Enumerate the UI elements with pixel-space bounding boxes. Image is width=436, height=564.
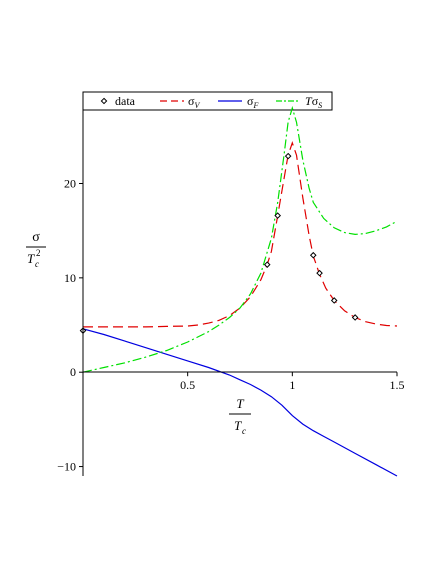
y-axis-label-denominator-subscript: c bbox=[35, 259, 39, 269]
series-layer bbox=[82, 105, 398, 477]
data-point-marker bbox=[316, 269, 323, 277]
data-point-marker bbox=[309, 251, 317, 259]
x-axis-label-denominator-subscript: c bbox=[242, 426, 246, 436]
x-ticks: 0.5 1 1.5 bbox=[180, 372, 405, 392]
data-point-marker bbox=[274, 212, 281, 219]
y-tick-label: 20 bbox=[64, 176, 76, 190]
data-points-layer bbox=[79, 152, 359, 334]
y-axis-label-denominator-superscript: 2 bbox=[36, 248, 41, 258]
series-line-sigma-F bbox=[82, 328, 398, 477]
data-point-marker bbox=[284, 152, 292, 160]
x-tick-label: 1 bbox=[289, 378, 295, 392]
x-axis-label-numerator: T bbox=[236, 396, 244, 411]
legend: data σV σF TσS bbox=[82, 91, 333, 111]
data-point-marker bbox=[351, 314, 359, 321]
legend-label-sigma-F: σF bbox=[247, 94, 258, 110]
y-tick-label: −10 bbox=[57, 460, 76, 474]
legend-box bbox=[82, 91, 333, 111]
y-axis-label-numerator: σ bbox=[32, 230, 40, 245]
x-tick-label: 0.5 bbox=[180, 378, 195, 392]
series-line-sigma-V bbox=[83, 141, 398, 328]
data-point-marker bbox=[330, 297, 338, 304]
legend-symbol-data bbox=[100, 97, 108, 105]
data-point-marker bbox=[263, 261, 271, 268]
legend-label-T-sigma-S: TσS bbox=[305, 94, 322, 110]
y-tick-label: 10 bbox=[64, 271, 76, 285]
x-axis-label: T T c bbox=[229, 396, 251, 436]
y-tick-label: 0 bbox=[70, 365, 76, 379]
y-axis-label: σ T c 2 bbox=[26, 230, 46, 269]
legend-label-sigma-V: σV bbox=[188, 94, 200, 110]
x-tick-label: 1.5 bbox=[390, 378, 405, 392]
y-axis-label-denominator: T bbox=[27, 251, 35, 266]
legend-label-data: data bbox=[115, 94, 136, 108]
y-ticks: −10 0 10 20 bbox=[57, 176, 83, 474]
x-axis-label-denominator: T bbox=[234, 418, 242, 433]
